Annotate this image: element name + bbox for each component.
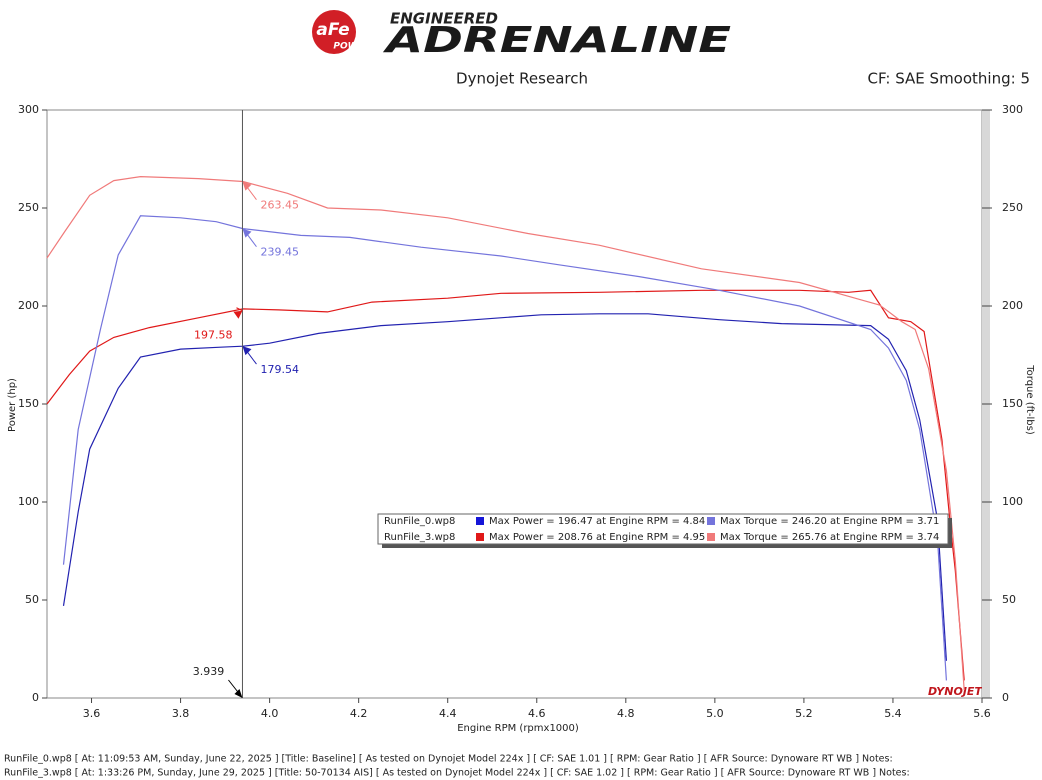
annotation-label: 179.54 <box>260 363 299 376</box>
y2-tick-label: 0 <box>1002 691 1009 704</box>
y2-tick-label: 150 <box>1002 397 1023 410</box>
y2-tick-label: 300 <box>1002 103 1023 116</box>
x-axis-label: Engine RPM (rpmx1000) <box>457 723 579 734</box>
x-tick-label: 5.4 <box>884 707 902 720</box>
y2-axis-label: Torque (ft-lbs) <box>1024 364 1035 435</box>
legend-swatch <box>476 517 484 525</box>
legend-box <box>377 513 949 545</box>
annotation-label: 197.58 <box>194 329 233 342</box>
legend-swatch <box>707 533 715 541</box>
x-tick-label: 5.0 <box>706 707 724 720</box>
legend-text: Max Torque = 265.76 at Engine RPM = 3.74 <box>720 532 939 543</box>
cursor-arrowhead <box>234 689 243 698</box>
y-tick-label: 0 <box>32 691 39 704</box>
y-tick-label: 50 <box>25 593 39 606</box>
y-tick-label: 100 <box>18 495 39 508</box>
cursor-label: 3.939 <box>193 665 225 678</box>
x-tick-label: 4.0 <box>261 707 279 720</box>
x-tick-label: 5.2 <box>795 707 813 720</box>
legend-text: Max Power = 208.76 at Engine RPM = 4.95 <box>489 532 705 543</box>
series-line <box>46 289 965 681</box>
x-tick-label: 4.6 <box>528 707 546 720</box>
x-tick-label: 3.8 <box>172 707 190 720</box>
annotation-label: 263.45 <box>260 199 299 212</box>
y2-tick-label: 50 <box>1002 593 1016 606</box>
y-tick-label: 300 <box>18 103 39 116</box>
brand-top: ENGINEERED <box>390 10 498 28</box>
x-tick-label: 4.2 <box>350 707 368 720</box>
series-line <box>62 215 947 681</box>
footer-line: RunFile_0.wp8 [ At: 11:09:53 AM, Sunday,… <box>4 754 893 765</box>
annotation-marker <box>242 228 252 238</box>
y-tick-label: 250 <box>18 201 39 214</box>
annotation-arrow <box>236 307 243 312</box>
x-tick-label: 4.4 <box>439 707 457 720</box>
series-line <box>46 175 965 691</box>
watermark: DYNOJET <box>928 685 983 698</box>
x-tick-label: 5.6 <box>973 707 991 720</box>
logo-mark: aFe <box>316 20 349 40</box>
legend-swatch <box>707 517 715 525</box>
y2-tick-label: 250 <box>1002 201 1023 214</box>
y-axis-label: Power (hp) <box>7 378 18 432</box>
logo-sub: POWER <box>333 42 370 52</box>
annotation-marker <box>242 181 252 191</box>
footer-line: RunFile_3.wp8 [ At: 1:33:26 PM, Sunday, … <box>4 768 910 779</box>
series-line <box>62 313 947 661</box>
x-tick-label: 3.6 <box>83 707 101 720</box>
annotation-marker <box>242 346 252 356</box>
annotation-label: 239.45 <box>260 246 299 259</box>
y2-tick-label: 200 <box>1002 299 1023 312</box>
y-tick-label: 150 <box>18 397 39 410</box>
settings: CF: SAE Smoothing: 5 <box>867 70 1030 88</box>
y2-tick-label: 100 <box>1002 495 1023 508</box>
legend-swatch <box>476 533 484 541</box>
legend-file: RunFile_0.wp8 <box>384 516 455 527</box>
legend-text: Max Torque = 246.20 at Engine RPM = 3.71 <box>720 516 939 527</box>
source: Dynojet Research <box>456 70 588 88</box>
annotation-marker <box>233 310 243 319</box>
y-tick-label: 200 <box>18 299 39 312</box>
legend-file: RunFile_3.wp8 <box>384 532 455 543</box>
legend-text: Max Power = 196.47 at Engine RPM = 4.84 <box>489 516 705 527</box>
x-tick-label: 4.8 <box>617 707 635 720</box>
brand: ADRENALINE <box>382 20 732 61</box>
logo-badge <box>312 10 356 54</box>
